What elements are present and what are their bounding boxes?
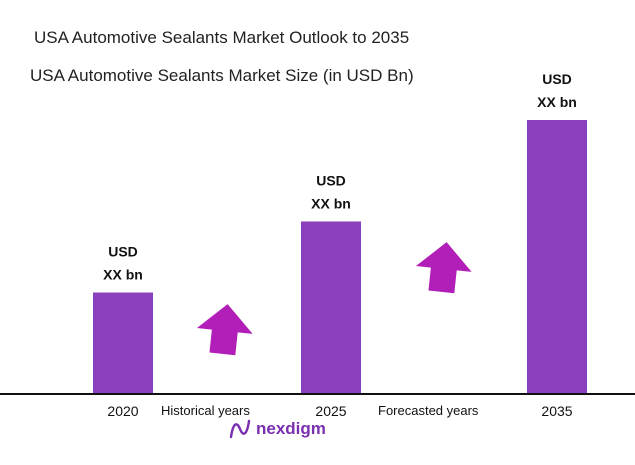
bar-2025 xyxy=(301,221,361,394)
chart-title: USA Automotive Sealants Market Outlook t… xyxy=(34,28,410,47)
growth-arrow-forecast xyxy=(415,242,472,294)
forecast-period-label: Forecasted years xyxy=(378,403,479,418)
growth-arrow-historical xyxy=(196,304,253,356)
historical-period-label: Historical years xyxy=(161,403,250,418)
data-label-2025-value: XX bn xyxy=(311,195,351,211)
data-label-2020-currency: USD xyxy=(108,244,138,260)
x-tick-label-2020: 2020 xyxy=(107,403,138,419)
data-label-2020-value: XX bn xyxy=(103,267,143,283)
bar-2020 xyxy=(93,292,153,394)
nexdigm-logo: nexdigm xyxy=(228,416,326,442)
bar-2035 xyxy=(527,120,587,394)
data-label-2025-currency: USD xyxy=(316,172,346,188)
x-tick-label-2025: 2025 xyxy=(315,403,346,419)
data-label-2035-value: XX bn xyxy=(537,94,577,110)
data-label-2035-currency: USD xyxy=(542,71,572,87)
nexdigm-logo-text: nexdigm xyxy=(256,419,326,438)
nexdigm-logo-icon xyxy=(229,419,251,439)
x-tick-label-2035: 2035 xyxy=(541,403,572,419)
chart-subtitle: USA Automotive Sealants Market Size (in … xyxy=(30,66,414,85)
